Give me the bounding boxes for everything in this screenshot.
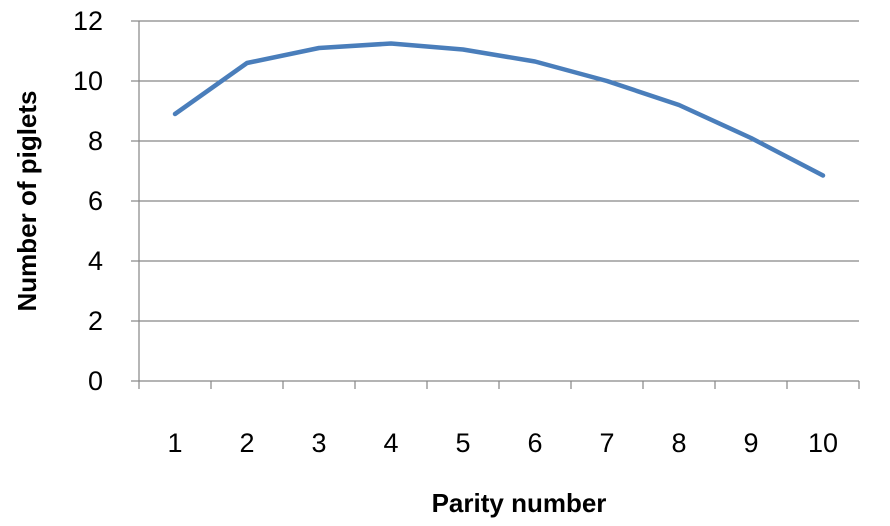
x-tick-label: 2 xyxy=(239,428,254,458)
gridlines xyxy=(139,20,859,322)
y-tick-label: 8 xyxy=(88,126,103,156)
y-tick-label: 2 xyxy=(88,306,103,336)
x-tick-label: 1 xyxy=(167,428,182,458)
y-tick-labels: 0 2 4 6 8 10 12 xyxy=(73,6,103,396)
series-line xyxy=(172,41,826,178)
y-tick-label: 10 xyxy=(73,66,103,96)
x-tick-label: 7 xyxy=(599,428,614,458)
y-tick-label: 12 xyxy=(73,6,103,36)
x-tick-label: 8 xyxy=(671,428,686,458)
x-tick-label: 4 xyxy=(383,428,398,458)
y-tick-label: 0 xyxy=(88,366,103,396)
x-tick-label: 5 xyxy=(455,428,470,458)
series-group xyxy=(172,41,826,178)
x-tick-label: 6 xyxy=(527,428,542,458)
x-tick-label: 10 xyxy=(808,428,838,458)
x-tick-label: 3 xyxy=(311,428,326,458)
y-axis-title: Number of piglets xyxy=(12,90,42,311)
x-tick-label: 9 xyxy=(743,428,758,458)
x-tick-labels: 1 2 3 4 5 6 7 8 9 10 xyxy=(167,428,838,458)
axes xyxy=(131,20,860,389)
y-tick-label: 6 xyxy=(88,186,103,216)
x-axis-title: Parity number xyxy=(432,488,607,518)
y-tick-label: 4 xyxy=(88,246,103,276)
